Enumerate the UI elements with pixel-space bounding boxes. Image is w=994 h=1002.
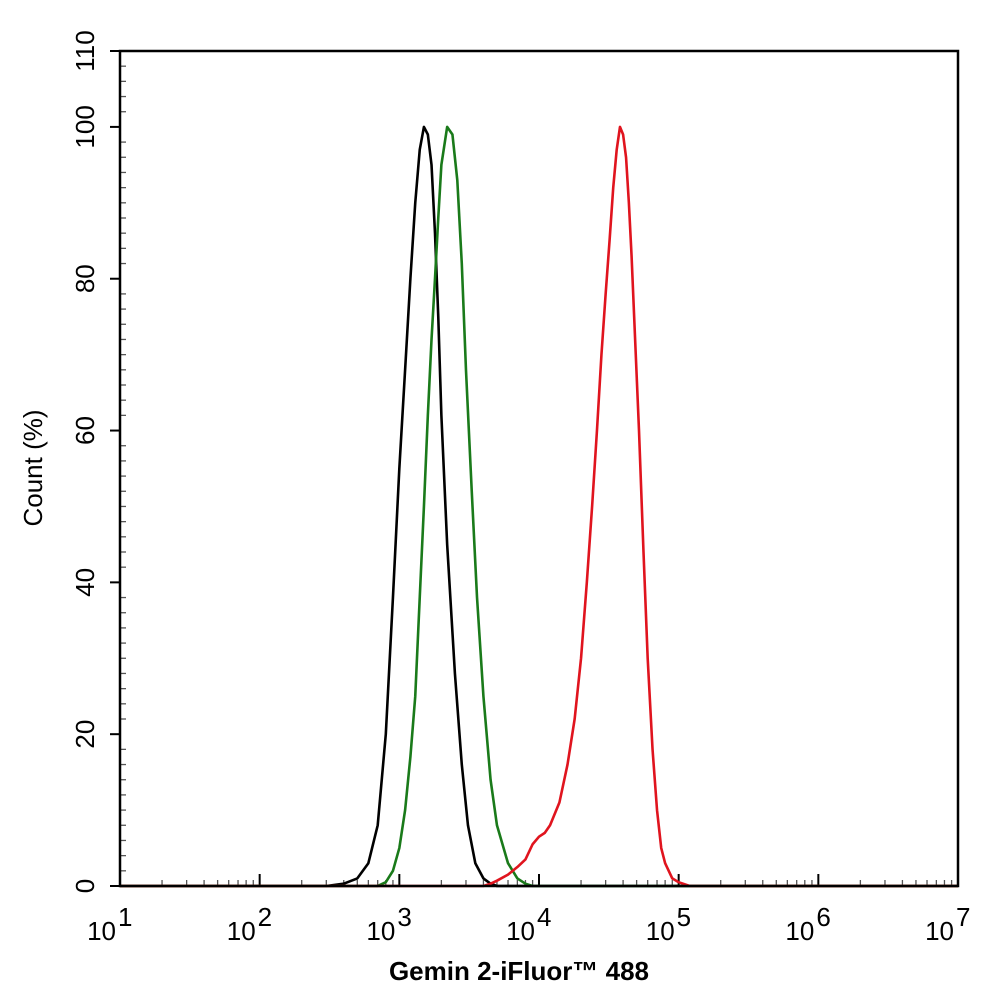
series-layer: [120, 125, 958, 888]
x-tick-label: 10: [87, 916, 116, 946]
x-tick-exponent: 3: [397, 902, 411, 932]
x-tick-exponent: 6: [816, 902, 830, 932]
ticks-layer: [110, 50, 959, 887]
x-tick-label: 10: [785, 916, 814, 946]
x-axis-title: Gemin 2-iFluor™ 488: [389, 956, 649, 986]
y-tick-label: 20: [70, 720, 100, 749]
y-tick-label: 100: [70, 105, 100, 148]
series-line-3: [120, 125, 958, 888]
y-tick-label: 0: [70, 879, 100, 893]
x-tick-exponent: 5: [677, 902, 691, 932]
y-axis-title: Count (%): [18, 409, 48, 526]
y-tick-label: 110: [70, 30, 100, 71]
plot-frame: [118, 49, 960, 888]
series-line-2: [120, 125, 958, 888]
x-tick-label: 10: [925, 916, 954, 946]
y-tick-label: 80: [70, 264, 100, 293]
x-tick-exponent: 2: [258, 902, 272, 932]
x-tick-exponent: 4: [537, 902, 551, 932]
y-tick-label: 40: [70, 568, 100, 597]
x-tick-exponent: 7: [956, 902, 970, 932]
x-tick-label: 10: [366, 916, 395, 946]
y-tick-label: 60: [70, 416, 100, 445]
x-tick-label: 10: [227, 916, 256, 946]
x-tick-label: 10: [646, 916, 675, 946]
x-tick-label: 10: [506, 916, 535, 946]
series-line-1: [120, 125, 958, 888]
x-tick-exponent: 1: [118, 902, 132, 932]
